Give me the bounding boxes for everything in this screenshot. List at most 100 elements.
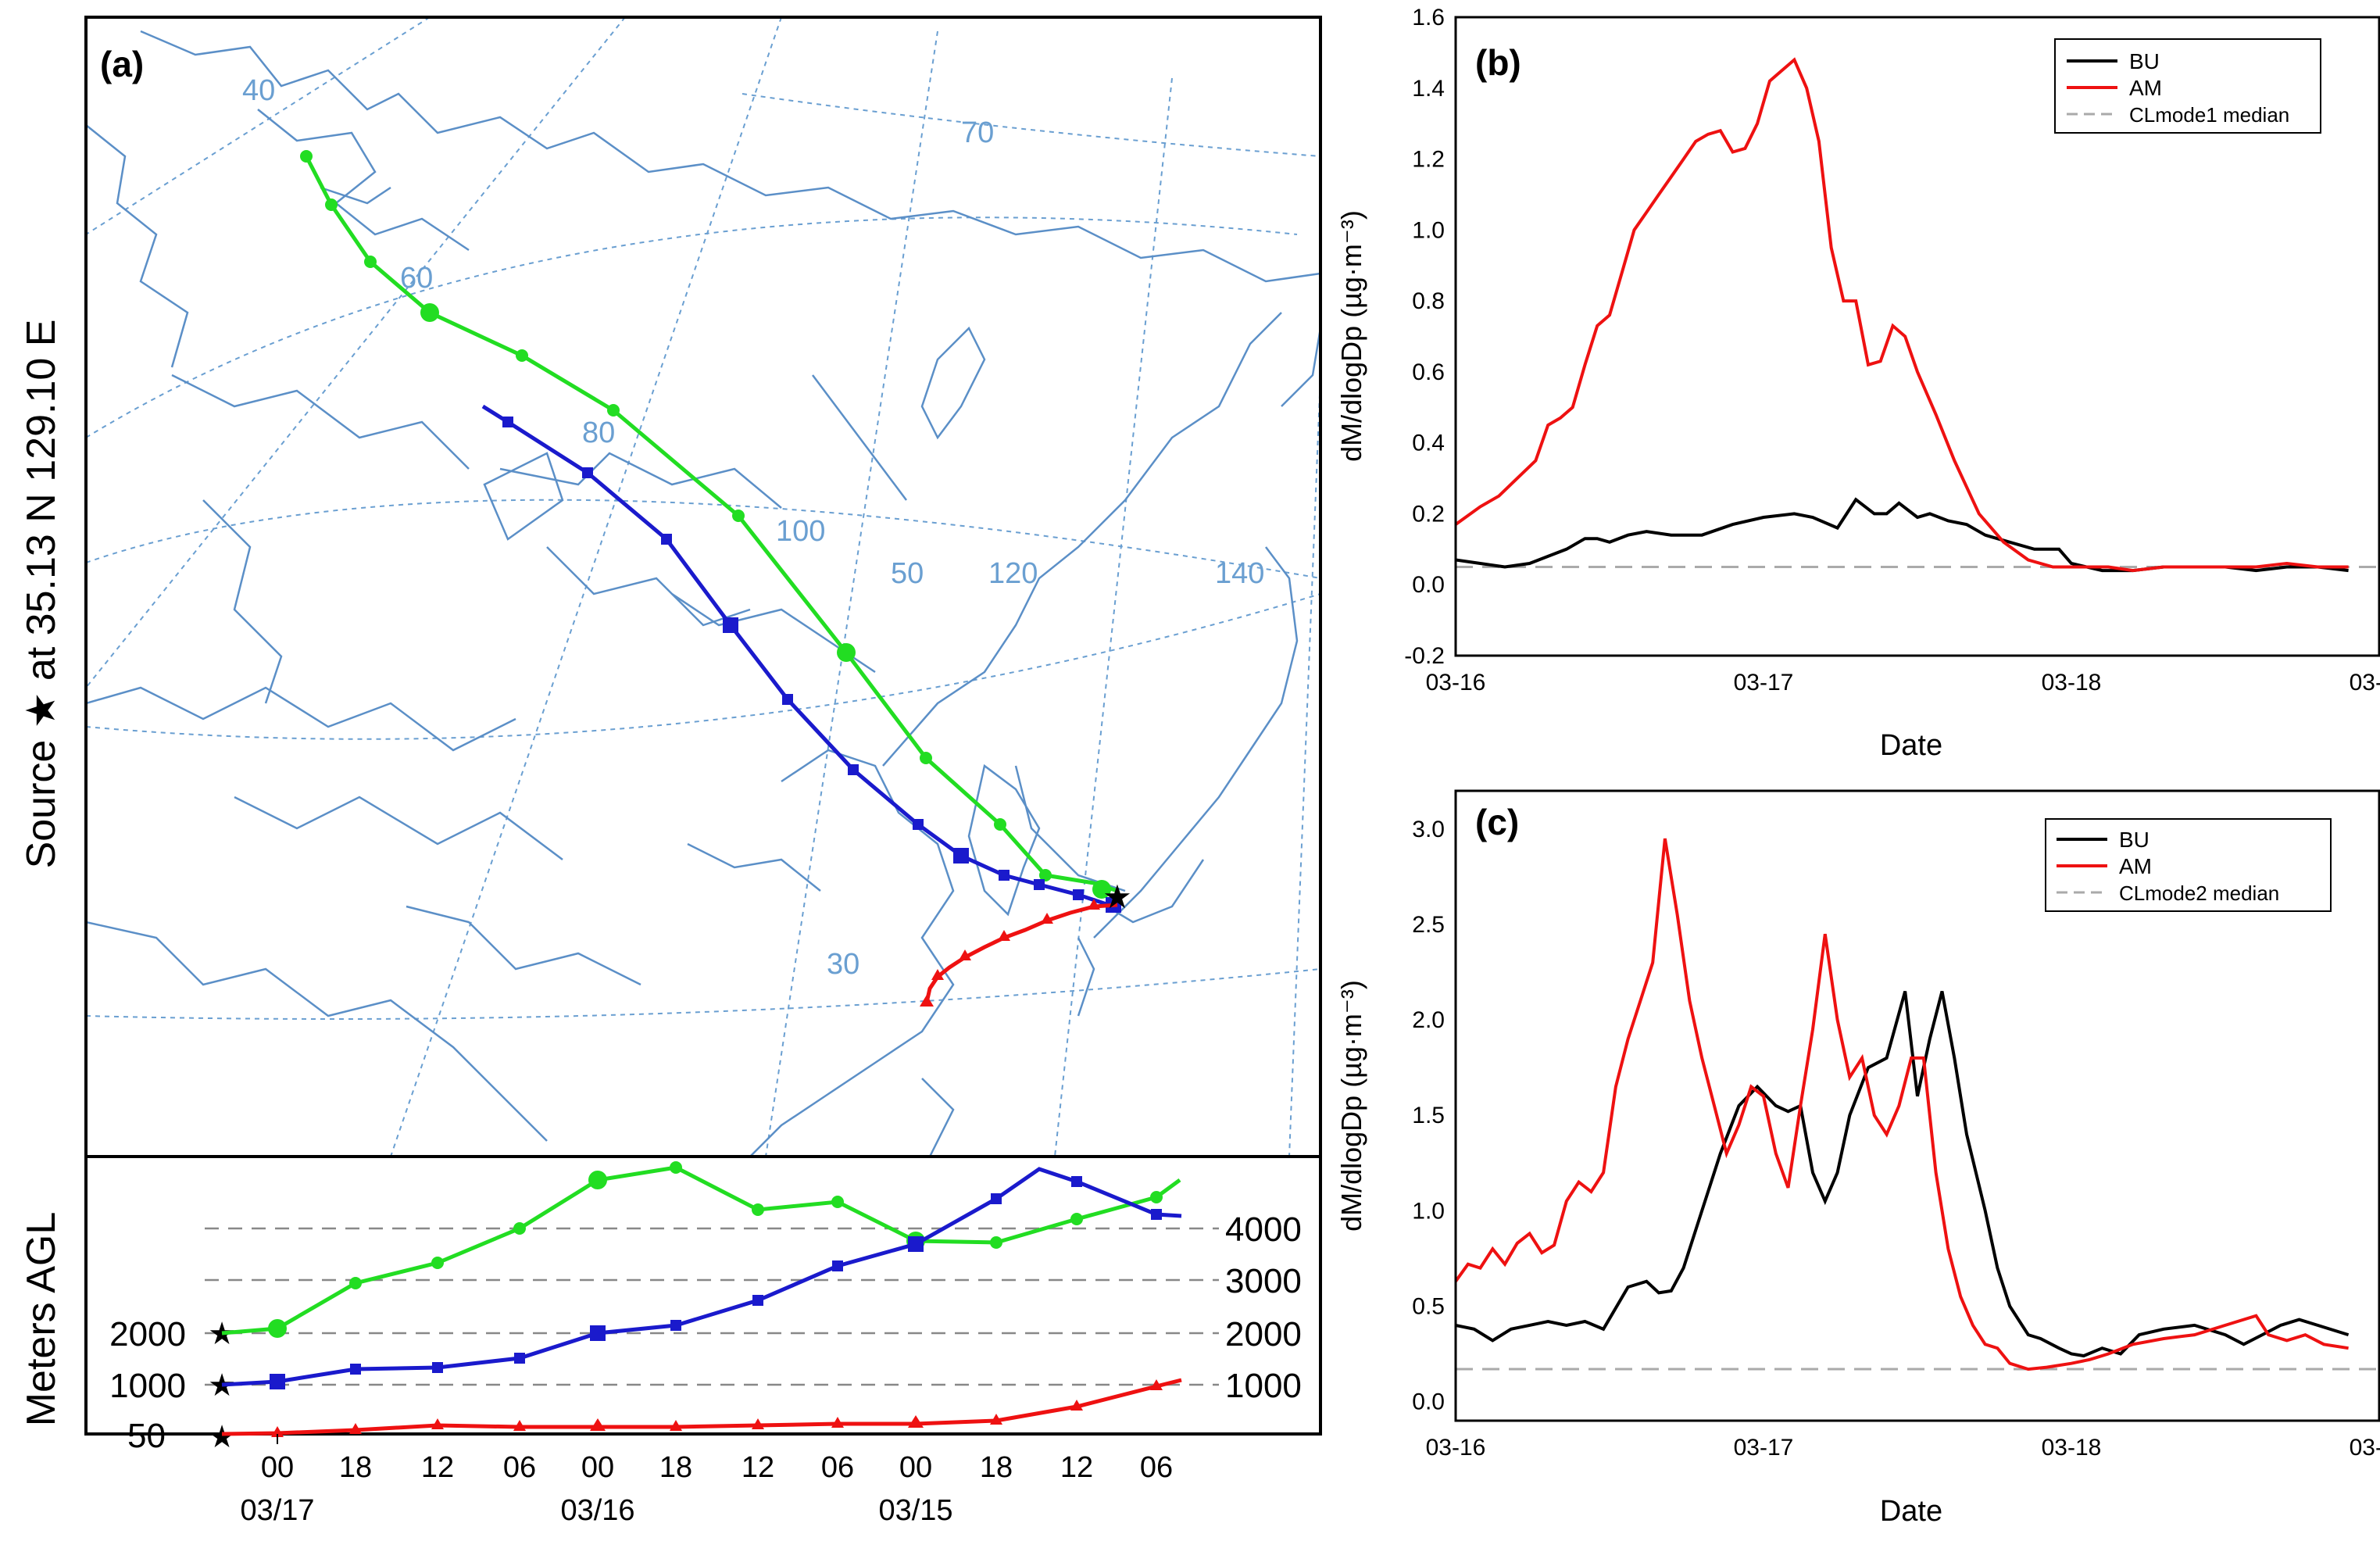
height-1000m-marker: [1151, 1209, 1162, 1220]
panel-c-series-bu: [1456, 990, 2350, 1358]
time-tick: 18: [659, 1451, 692, 1484]
trajectory-2000m-marker: [1092, 880, 1111, 899]
panel-a: Source ★ at 35.13 N 129.10 E Meters AGL: [19, 16, 1322, 1527]
height-left-ticks: 2000 1000 50: [109, 1315, 186, 1455]
grid-label-40: 40: [242, 74, 275, 107]
panel-b-x-tick: 03-16: [1426, 670, 1486, 695]
panel-c-y-label: dM/dlogDp (µg·m⁻³): [1335, 980, 1367, 1232]
trajectory-1000m-marker: [502, 417, 513, 427]
map-grid-labels: 40 70 60 80 100 50 120 140 30: [242, 74, 1264, 981]
panel-c-y-tick: 1.5: [1412, 1103, 1445, 1128]
height-1000m-marker: [350, 1364, 361, 1375]
height-right-tick: 2000: [1225, 1315, 1302, 1353]
height-1000m-marker: [514, 1353, 525, 1364]
time-tick: 00: [261, 1451, 294, 1484]
panel-c-x-label: Date: [1880, 1495, 1942, 1528]
trajectory-50m: [920, 899, 1118, 1007]
height-2000m-marker: [1070, 1213, 1083, 1225]
height-left-tick: 1000: [109, 1367, 186, 1405]
trajectory-2000m-marker: [732, 510, 745, 522]
trajectory-2000m-marker: [325, 198, 338, 211]
height-right-tick: 1000: [1225, 1367, 1302, 1405]
panel-c-frame: [1454, 789, 2380, 1422]
panel-b-series-am: [1456, 57, 2349, 573]
panel-b-y-label: dM/dlogDp (µg·m⁻³): [1335, 210, 1367, 462]
panel-b-y-tick: 0.6: [1412, 359, 1445, 385]
height-50m-marker: [590, 1418, 606, 1431]
height-2000m: [221, 1161, 1181, 1338]
height-50m-marker: [670, 1420, 682, 1431]
height-1000m-marker: [432, 1362, 443, 1373]
time-tick: 12: [1060, 1451, 1093, 1484]
height-50m-marker: [1070, 1400, 1083, 1411]
height-50m-marker: [349, 1423, 362, 1434]
panel-c-x-ticks: 03-16 03-17 03-18 03-19: [1426, 1435, 2380, 1461]
height-2000m-marker: [752, 1203, 764, 1216]
time-axis: 00 18 12 06 00 18 12 06 00 18 12 06 03/1…: [240, 1434, 1173, 1527]
height-1000m: [221, 1167, 1182, 1389]
panel-c-y-tick: 0.5: [1412, 1293, 1445, 1319]
panel-b: -0.2 0.0 0.2 0.4 0.6 0.8 1.0 1.2 1.4 1.6…: [1335, 5, 2380, 762]
trajectory-1000m-marker: [848, 764, 859, 775]
panel-c-y-tick: 0.0: [1412, 1389, 1445, 1415]
legend-label-bu: BU: [2129, 49, 2160, 73]
date-label: 03/16: [560, 1494, 634, 1527]
trajectory-2000m-marker: [364, 256, 377, 268]
trajectory-2000m-marker: [300, 150, 313, 163]
panel-b-x-tick: 03-17: [1734, 670, 1794, 695]
trajectory-50m-marker: [920, 995, 934, 1007]
height-reference-lines: [205, 1227, 1219, 1386]
panel-b-series-bu: [1456, 497, 2349, 573]
trajectory-1000m-marker: [782, 694, 793, 705]
trajectory-1000m-marker: [1073, 889, 1084, 900]
time-tick: 18: [339, 1451, 372, 1484]
height-2000m-marker: [831, 1196, 844, 1208]
panel-c-y-tick: 2.5: [1412, 912, 1445, 938]
trajectory-2000m-marker: [516, 349, 528, 362]
panel-b-y-tick: 0.8: [1412, 288, 1445, 314]
height-50m: [221, 1378, 1182, 1437]
panel-a-label: (a): [100, 44, 144, 84]
height-1000m-marker: [908, 1236, 924, 1252]
star-icon: ★: [208, 1420, 236, 1454]
height-1000m-marker: [991, 1193, 1002, 1204]
panel-c-y-tick: 3.0: [1412, 817, 1445, 842]
height-50m-marker: [1150, 1379, 1163, 1390]
panel-b-x-tick: 03-19: [2350, 670, 2380, 695]
panel-b-series: [1456, 57, 2379, 573]
trajectory-1000m-marker: [723, 617, 738, 633]
height-50m-marker: [908, 1415, 924, 1428]
panel-b-label: (b): [1475, 42, 1521, 83]
time-tick: 06: [1140, 1451, 1173, 1484]
trajectory-2000m-marker: [994, 818, 1006, 831]
panel-b-y-tick: 0.4: [1412, 431, 1445, 456]
panel-c-x-tick: 03-16: [1426, 1435, 1486, 1461]
map-coastlines: [86, 30, 1320, 1157]
trajectory-50m-marker: [931, 969, 944, 980]
trajectory-2000m-marker: [837, 643, 856, 662]
panel-c-y-tick: 2.0: [1412, 1007, 1445, 1033]
trajectory-2000m-marker: [420, 303, 439, 322]
trajectory-2000m-marker: [1039, 869, 1052, 881]
legend-label-am: AM: [2119, 854, 2152, 878]
grid-label-60: 60: [400, 262, 433, 295]
panel-c-y-tick: 1.0: [1412, 1198, 1445, 1224]
panel-c: 0.0 0.5 1.0 1.5 2.0 2.5 3.0 03-16 03-17 …: [1335, 789, 2380, 1528]
panel-b-y-tick: 1.4: [1412, 76, 1445, 102]
panel-c-series: [1456, 838, 2379, 1371]
panel-b-y-tick: -0.2: [1404, 643, 1445, 669]
height-1000m-marker: [270, 1374, 285, 1389]
panel-b-y-tick: 1.6: [1412, 5, 1445, 30]
trajectory-1000m-marker: [661, 534, 672, 545]
trajectory-1000m-marker: [1034, 879, 1045, 890]
time-tick: 12: [421, 1451, 454, 1484]
height-1000m-marker: [1071, 1176, 1082, 1187]
grid-label-100: 100: [776, 515, 825, 548]
trajectory-1000m-marker: [913, 819, 924, 830]
height-50m-marker: [513, 1420, 526, 1431]
panel-c-y-ticks: 0.0 0.5 1.0 1.5 2.0 2.5 3.0: [1412, 817, 1445, 1415]
time-tick: 12: [742, 1451, 774, 1484]
time-tick: 18: [980, 1451, 1013, 1484]
panel-b-x-label: Date: [1880, 729, 1942, 762]
time-tick: 00: [899, 1451, 932, 1484]
